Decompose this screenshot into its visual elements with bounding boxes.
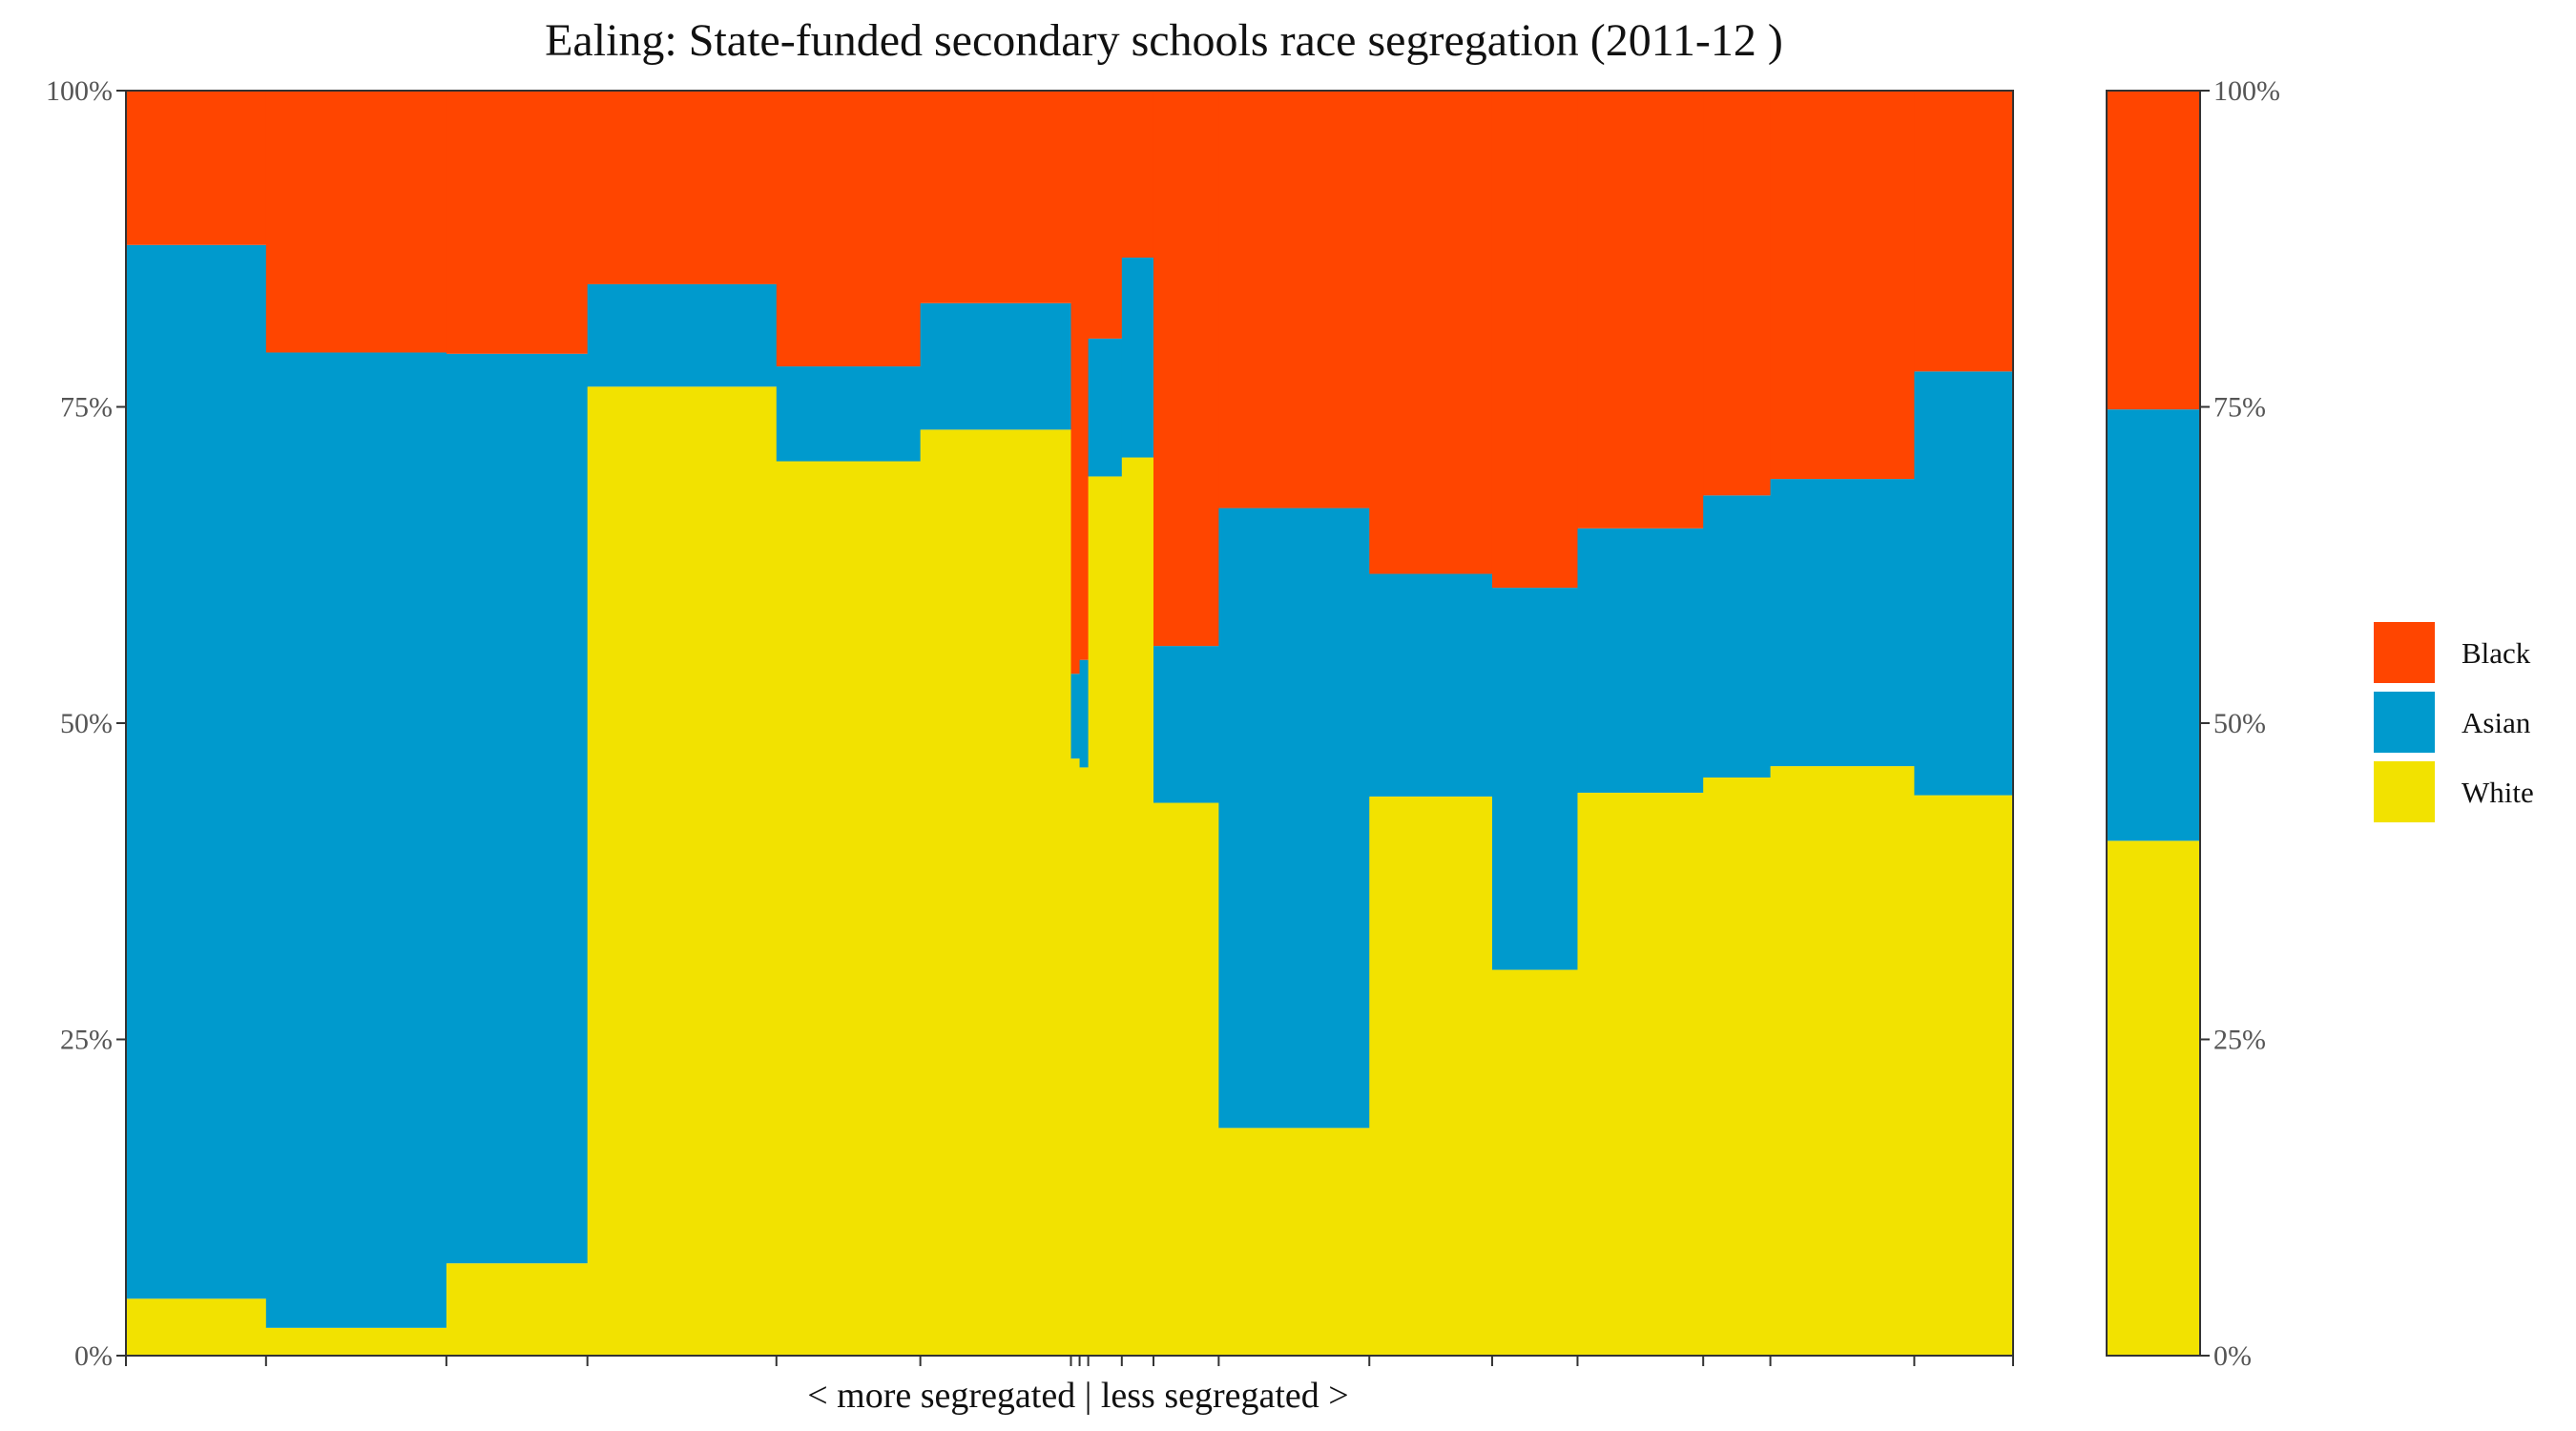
bar-black-school-12 — [1218, 91, 1370, 508]
bar-black-school-11 — [1153, 91, 1219, 647]
y-tick-label-left: 75% — [60, 392, 113, 424]
y-tick-label-right: 75% — [2213, 392, 2266, 424]
bar-black-school-14 — [1491, 91, 1579, 589]
legend: Black Asian White — [2374, 622, 2534, 822]
bar-white-school-2 — [265, 1327, 447, 1356]
bar-asian-school-6 — [920, 302, 1072, 430]
bar-white-school-9 — [1088, 476, 1123, 1356]
bar-white-school-10 — [1121, 457, 1154, 1356]
overall-bar-asian — [2107, 409, 2200, 841]
bar-white-school-1 — [126, 1298, 267, 1356]
bar-black-school-4 — [587, 91, 778, 284]
bar-white-school-18 — [1914, 795, 2014, 1356]
y-tick-label-left: 25% — [60, 1025, 113, 1056]
bar-asian-school-5 — [776, 366, 922, 462]
bar-black-school-8 — [1079, 91, 1090, 660]
bar-white-school-15 — [1577, 792, 1704, 1356]
bar-asian-school-8 — [1079, 659, 1090, 768]
bar-black-school-6 — [920, 91, 1072, 303]
bar-asian-school-7 — [1070, 674, 1081, 759]
bar-black-school-7 — [1070, 91, 1081, 674]
bar-white-school-11 — [1153, 802, 1219, 1356]
bar-black-school-2 — [265, 91, 447, 353]
bar-black-school-17 — [1770, 91, 1916, 480]
y-axis-left: 0% 25% 50% 75% 100% — [46, 75, 126, 1372]
bar-black-school-5 — [776, 91, 922, 367]
overall-bar-black — [2107, 91, 2200, 410]
bar-asian-school-2 — [265, 352, 447, 1328]
overall-bar-white — [2107, 840, 2200, 1356]
bar-asian-school-11 — [1153, 646, 1219, 803]
legend-label-white: White — [2462, 776, 2534, 809]
bar-white-school-13 — [1369, 796, 1493, 1356]
bar-black-school-15 — [1577, 91, 1704, 529]
y-tick-label-left: 100% — [46, 75, 113, 107]
bar-white-school-5 — [776, 461, 922, 1356]
bar-white-school-3 — [446, 1263, 589, 1356]
legend-swatch-asian — [2374, 692, 2435, 753]
bar-asian-school-12 — [1218, 508, 1370, 1129]
legend-swatch-black — [2374, 622, 2435, 683]
bar-white-school-7 — [1070, 758, 1081, 1356]
y-axis-right: 0% 25% 50% 75% 100% — [2200, 75, 2280, 1372]
bar-asian-school-10 — [1121, 258, 1154, 458]
bar-black-school-3 — [446, 91, 589, 354]
bar-white-school-17 — [1770, 766, 1916, 1356]
bar-asian-school-3 — [446, 353, 589, 1264]
bar-asian-school-15 — [1577, 528, 1704, 793]
bar-black-school-13 — [1369, 91, 1493, 574]
bar-white-school-12 — [1218, 1128, 1370, 1356]
bar-black-school-16 — [1703, 91, 1772, 496]
bar-asian-school-9 — [1088, 338, 1123, 477]
bar-asian-school-16 — [1703, 495, 1772, 778]
legend-label-asian: Asian — [2462, 706, 2531, 739]
y-tick-label-right: 25% — [2213, 1025, 2266, 1056]
bar-black-school-9 — [1088, 91, 1123, 339]
bar-black-school-10 — [1121, 91, 1154, 259]
bar-asian-school-1 — [126, 244, 267, 1299]
chart-title: Ealing: State-funded secondary schools r… — [545, 15, 1783, 66]
x-axis-label: < more segregated | less segregated > — [807, 1376, 1348, 1416]
bar-asian-school-18 — [1914, 371, 2014, 796]
legend-swatch-white — [2374, 761, 2435, 822]
legend-label-black: Black — [2462, 636, 2531, 670]
y-tick-label-right: 50% — [2213, 708, 2266, 739]
bar-white-school-16 — [1703, 778, 1772, 1356]
y-tick-label-left: 50% — [60, 708, 113, 739]
bar-black-school-18 — [1914, 91, 2014, 372]
bar-asian-school-17 — [1770, 479, 1916, 767]
x-axis — [125, 1356, 2014, 1366]
overall-bar — [2107, 91, 2200, 1356]
bar-white-school-8 — [1079, 767, 1090, 1356]
y-tick-label-right: 0% — [2213, 1340, 2252, 1372]
bar-white-school-4 — [587, 386, 778, 1356]
y-tick-label-left: 0% — [74, 1340, 113, 1372]
bar-asian-school-13 — [1369, 573, 1493, 797]
school-bars — [126, 91, 2014, 1356]
bar-asian-school-4 — [587, 283, 778, 387]
bar-black-school-1 — [126, 91, 267, 245]
bar-white-school-14 — [1491, 969, 1579, 1356]
bar-asian-school-14 — [1491, 588, 1579, 970]
y-tick-label-right: 100% — [2213, 75, 2280, 107]
bar-white-school-6 — [920, 429, 1072, 1356]
